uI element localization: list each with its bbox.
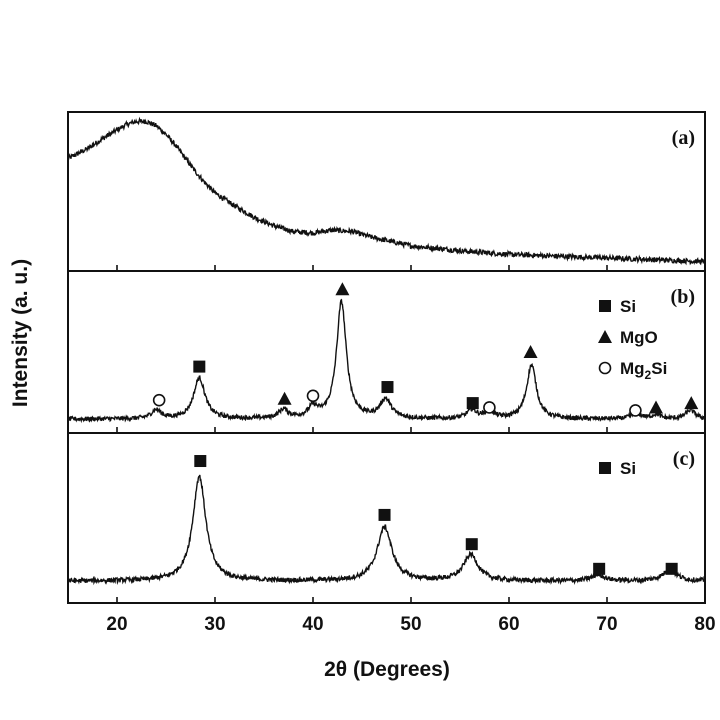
legend-marker-si-1 [599, 300, 611, 312]
legend-label-si-1: Si [620, 297, 636, 316]
x-tick-label-80: 80 [694, 614, 715, 635]
legend-label-mg2si-1: Mg2Si [620, 359, 667, 382]
phase-marker-si-2-2 [465, 538, 478, 551]
phase-marker-si-2-3 [593, 562, 606, 575]
legend-marker-mgo-1 [598, 330, 612, 343]
x-tick-label-50: 50 [400, 614, 421, 635]
panel-label-2: (c) [673, 448, 695, 470]
phase-marker-si-1-6 [466, 397, 479, 410]
legend-label-si-2: Si [620, 459, 636, 478]
series-line-1 [67, 298, 706, 424]
phase-marker-si-2-4 [665, 562, 678, 575]
panel-label-0: (a) [672, 127, 695, 149]
x-axis-label: 2θ (Degrees) [324, 658, 450, 681]
x-tick-label-30: 30 [204, 614, 225, 635]
panel-label-1: (b) [671, 286, 695, 308]
panel-frame-1 [67, 270, 706, 434]
legend-marker-mg2si-1 [598, 361, 612, 375]
plot-area: (a) (b) Si MgO Mg2Si (c) Si [67, 116, 706, 586]
phase-marker-mgo-1-2 [277, 391, 292, 405]
phase-marker-mg2si-1-7 [483, 401, 496, 414]
phase-marker-si-2-1 [378, 508, 391, 521]
panel-frame-0 [67, 111, 706, 272]
axes: 20 30 40 50 60 70 80 [67, 111, 716, 635]
panel-frame-2 [67, 432, 706, 604]
phase-marker-mgo-1-11 [684, 396, 699, 410]
x-tick-label-40: 40 [302, 614, 323, 635]
phase-marker-si-2-0 [194, 455, 207, 468]
y-axis-label: Intensity (a. u.) [9, 259, 32, 407]
phase-marker-mgo-1-8 [523, 345, 538, 358]
x-tick-label-70: 70 [596, 614, 617, 635]
x-tick-label-60: 60 [498, 614, 519, 635]
phase-marker-si-1-5 [381, 381, 394, 394]
phase-marker-mg2si-1-9 [629, 404, 642, 417]
phase-marker-mg2si-1-3 [306, 389, 320, 403]
phase-marker-mg2si-1-0 [152, 393, 166, 407]
phase-marker-si-1-1 [193, 360, 206, 373]
phase-marker-mgo-1-4 [335, 282, 350, 296]
series-line-2 [67, 474, 706, 586]
legend-label-mgo-1: MgO [620, 328, 658, 347]
x-tick-label-20: 20 [106, 614, 127, 635]
series-line-0 [67, 116, 706, 266]
legend-marker-si-2 [599, 462, 611, 474]
phase-marker-mgo-1-10 [649, 400, 663, 414]
